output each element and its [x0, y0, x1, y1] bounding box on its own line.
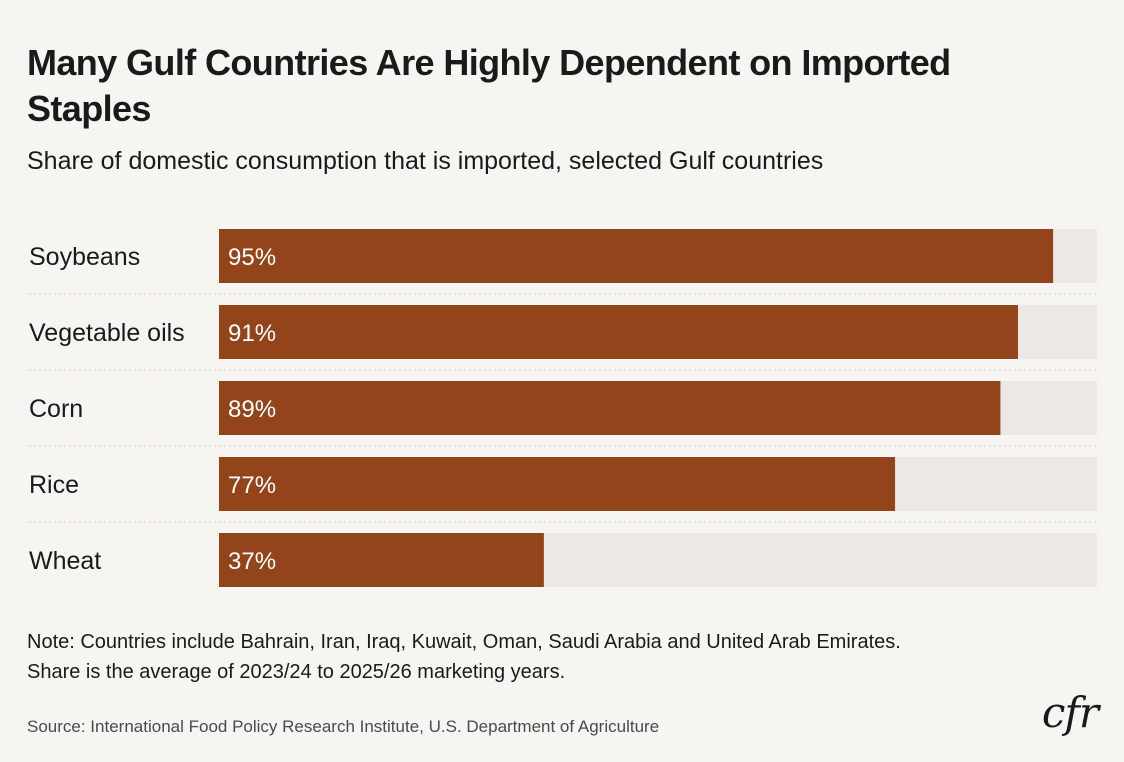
category-label: Wheat	[29, 547, 101, 575]
bar	[219, 381, 1001, 435]
bar-value-label: 91%	[228, 320, 276, 347]
note-line-1: Note: Countries include Bahrain, Iran, I…	[27, 631, 901, 653]
bar	[219, 457, 896, 511]
bar-value-label: 37%	[228, 548, 276, 575]
category-label: Corn	[29, 395, 83, 423]
chart-note: Note: Countries include Bahrain, Iran, I…	[27, 627, 901, 687]
category-label: Soybeans	[29, 243, 140, 271]
cfr-logo: cfr	[1041, 688, 1099, 737]
chart-source: Source: International Food Policy Resear…	[27, 717, 660, 736]
bar-value-label: 89%	[228, 396, 276, 423]
bar-value-label: 77%	[228, 472, 276, 499]
category-label: Vegetable oils	[29, 319, 185, 347]
bar-chart: Soybeans 95% Vegetable oils 91% Corn 89% Rice 7…	[29, 229, 1097, 587]
bar	[219, 533, 544, 587]
bar-value-label: 95%	[228, 244, 276, 271]
note-line-2: Share is the average of 2023/24 to 2025/…	[27, 661, 566, 683]
bar	[219, 305, 1018, 359]
bar	[219, 229, 1054, 283]
chart-subtitle: Share of domestic consumption that is im…	[27, 147, 824, 175]
chart-title: Many Gulf Countries Are Highly Dependent…	[27, 42, 951, 129]
category-label: Rice	[29, 471, 79, 499]
